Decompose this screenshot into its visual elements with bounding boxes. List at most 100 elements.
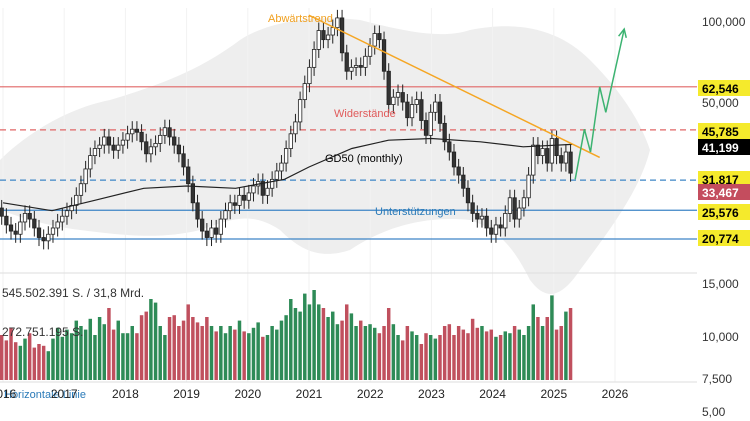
volume-bar	[372, 327, 377, 380]
candle-body	[92, 148, 98, 157]
candle-body	[74, 194, 79, 206]
volume-bar	[97, 317, 102, 380]
candle-body	[307, 66, 312, 85]
volume-bar	[121, 333, 125, 380]
candle-body	[64, 210, 70, 217]
volume-bar	[191, 317, 195, 380]
volume-bar	[125, 333, 130, 380]
volume-bar	[321, 308, 326, 380]
x-tick-label: 2023	[418, 387, 445, 401]
candle-body	[568, 151, 573, 174]
projection-arrowhead	[618, 27, 627, 39]
volume-bar	[550, 295, 554, 380]
volume-bar	[461, 329, 466, 380]
volume-bar	[111, 329, 116, 380]
volume-bar	[564, 311, 568, 380]
candle-body	[186, 166, 191, 185]
candle-body	[288, 133, 293, 149]
volume-bar	[317, 304, 321, 380]
price-badge	[698, 184, 750, 200]
volume-bar	[279, 320, 284, 380]
volume-bar	[293, 308, 298, 380]
volume-bar	[489, 329, 494, 380]
ma50-line	[2, 137, 573, 212]
candle-body	[218, 218, 223, 235]
volume-bar	[289, 299, 293, 380]
candle-body	[265, 187, 270, 196]
support-label: Unterstützungen	[375, 206, 456, 218]
candle-body	[88, 155, 93, 170]
volume-bar	[368, 324, 372, 380]
volume-bar	[130, 326, 134, 380]
volume-bar	[205, 317, 209, 380]
price-badge	[698, 139, 750, 155]
candle-body	[479, 215, 485, 220]
volume-bar	[219, 326, 223, 380]
volume-bar	[540, 326, 545, 380]
volume-bar	[531, 304, 535, 380]
price-badge-label: 25,576	[702, 206, 739, 220]
volume-bar	[46, 351, 51, 380]
volume-bar	[424, 333, 428, 380]
volume-bar	[265, 335, 270, 380]
candle-body	[97, 144, 102, 149]
candle-body	[391, 96, 396, 105]
candle-body	[125, 133, 130, 141]
volume-bar	[163, 335, 167, 380]
volume-bar	[27, 333, 32, 380]
x-tick-label: 2025	[540, 387, 567, 401]
candle-body	[339, 17, 345, 54]
candle-body	[442, 122, 447, 143]
candle-body	[139, 131, 144, 143]
candle-body	[493, 224, 499, 235]
ma-label: GD50 (monthly)	[325, 153, 403, 165]
y-tick-label: 50,000	[702, 96, 739, 110]
price-badge-label: 33,467	[702, 186, 739, 200]
candle-body	[158, 134, 163, 144]
candle-body	[32, 218, 37, 229]
volume-bar	[116, 320, 120, 380]
candle-body	[330, 27, 335, 36]
candle-body	[83, 168, 88, 185]
y-tick-label: 7,500	[702, 372, 732, 386]
candle-body	[251, 185, 256, 194]
volume-bar	[153, 302, 158, 380]
candle-body	[461, 174, 466, 189]
volume-bar	[93, 335, 97, 380]
candle-body	[507, 197, 513, 214]
volume-bar	[484, 331, 489, 380]
volume-bar	[340, 320, 344, 380]
x-tick-label: 2020	[234, 387, 261, 401]
candle-body	[414, 99, 419, 105]
candle-body	[325, 34, 331, 41]
volume-bar	[83, 329, 88, 380]
y-tick-label: 15,000	[702, 277, 739, 291]
volume-bar	[60, 336, 65, 380]
candle-body	[153, 143, 158, 148]
volume-bar	[545, 317, 549, 380]
x-tick-label: 2019	[173, 387, 200, 401]
volume-bar	[0, 335, 4, 380]
y-tick-label: 5,00	[702, 405, 726, 419]
volume-bar	[79, 326, 83, 380]
volume-bar	[37, 344, 41, 380]
candle-body	[321, 30, 326, 41]
volume-bar	[186, 304, 190, 380]
candle-body	[489, 227, 494, 235]
candle-body	[270, 178, 275, 189]
candle-body	[111, 144, 116, 151]
y-tick-label: 100,000	[702, 15, 746, 29]
candle-body	[358, 65, 363, 68]
volume-bar	[335, 324, 340, 380]
volume-bar	[139, 315, 144, 380]
candle-body	[60, 215, 65, 223]
volume-bar	[9, 327, 13, 380]
volume-bar	[396, 335, 400, 380]
candle-body	[195, 202, 200, 220]
candle-body	[8, 224, 14, 232]
volume-bar	[200, 326, 204, 380]
x-tick-label: 2017	[51, 387, 78, 401]
volume-bar	[177, 326, 181, 380]
candle-body	[512, 197, 517, 220]
volume-bar	[438, 335, 442, 380]
